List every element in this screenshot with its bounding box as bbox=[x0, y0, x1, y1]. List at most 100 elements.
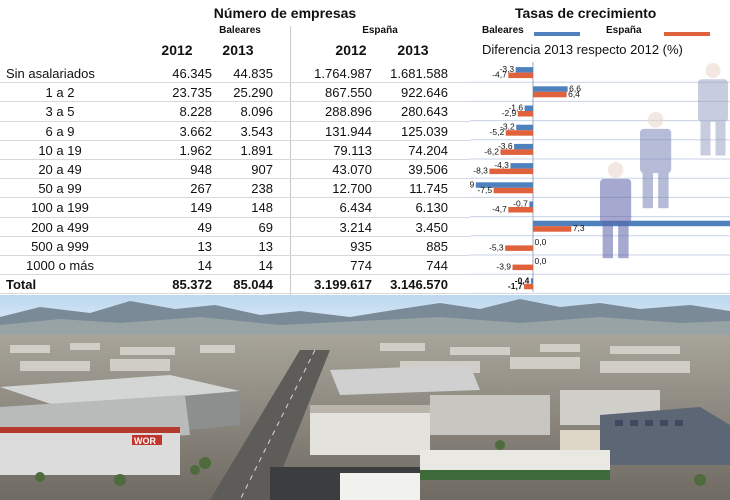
row-value: 149 bbox=[190, 200, 212, 216]
store-sign: WOR bbox=[134, 436, 156, 446]
companies-table: Número de empresas Baleares España 2012 … bbox=[0, 0, 470, 296]
row-value: 14 bbox=[197, 258, 212, 273]
row-value: 744 bbox=[426, 258, 448, 273]
bar-espana bbox=[508, 207, 533, 213]
group-header-baleares: Baleares bbox=[219, 25, 261, 36]
bar-baleares bbox=[515, 67, 533, 73]
table-title: Número de empresas bbox=[213, 5, 357, 21]
data-label-espana: -4,7 bbox=[492, 70, 507, 80]
data-label-espana: 6,4 bbox=[568, 89, 580, 99]
row-value: 3.450 bbox=[415, 219, 448, 235]
table-row: 100 a 199 149 148 6.434 6.130 bbox=[0, 198, 470, 217]
data-label-baleares: -3,2 bbox=[500, 122, 515, 132]
row-label: 500 a 999 bbox=[31, 238, 89, 254]
data-label-espana: -2,9 bbox=[502, 108, 517, 118]
row-value: 46.345 bbox=[172, 66, 212, 81]
businessman-illustration bbox=[640, 112, 672, 209]
row-divider bbox=[0, 293, 470, 295]
data-label-espana: 7,3 bbox=[573, 223, 585, 233]
row-divider bbox=[0, 216, 470, 218]
table-row: Sin asalariados 46.345 44.835 1.764.987 1.68… bbox=[0, 64, 470, 83]
data-label-espana: -6,2 bbox=[484, 146, 499, 156]
table-row: 1 a 2 23.735 25.290 867.550 922.646 bbox=[0, 83, 470, 102]
table-row: 1000 o más 14 14 774 744 bbox=[0, 256, 470, 275]
bar-baleares bbox=[510, 163, 533, 169]
bar-baleares bbox=[533, 220, 730, 227]
row-value: 238 bbox=[251, 181, 273, 197]
bar-baleares bbox=[516, 124, 533, 131]
column-divider bbox=[290, 26, 291, 296]
data-label-espana: -5,2 bbox=[490, 127, 505, 137]
bar-baleares bbox=[529, 201, 533, 207]
row-value: 948 bbox=[190, 162, 212, 177]
row-label: 1000 o más bbox=[26, 258, 94, 273]
row-value: 11.745 bbox=[409, 181, 448, 197]
chart-subtitle: Diferencia 2013 respecto 2012 (%) bbox=[482, 42, 683, 57]
bar-baleares bbox=[514, 143, 533, 150]
row-value: 43.070 bbox=[332, 162, 372, 177]
row-label: 100 a 199 bbox=[31, 200, 89, 216]
table-row: 200 a 499 49 69 3.214 3.450 bbox=[0, 218, 470, 237]
row-divider bbox=[0, 120, 470, 122]
year-header: 2013 bbox=[222, 42, 254, 58]
row-value: 3.214 bbox=[339, 219, 372, 235]
row-value: 1.764.987 bbox=[314, 66, 372, 81]
data-label-baleares: 6,6 bbox=[569, 83, 581, 93]
data-label-baleares: -3,3 bbox=[500, 64, 515, 74]
data-label-baleares: -1,6 bbox=[508, 103, 523, 113]
row-divider bbox=[0, 274, 470, 276]
bar-baleares bbox=[530, 278, 533, 284]
row-label: Sin asalariados bbox=[6, 66, 95, 81]
bar-espana bbox=[500, 149, 533, 155]
bar-espana bbox=[508, 72, 533, 79]
table-row: 50 a 99 267 238 12.700 11.745 bbox=[0, 179, 470, 198]
growth-chart: -3,3 -4,7 6,6 6,4 -1,6 -2,9 -3,2 -5,2 -3,6 -6,2 -4… bbox=[470, 0, 730, 295]
row-value: 1.681.588 bbox=[390, 66, 448, 81]
year-header: 2013 bbox=[397, 42, 429, 58]
row-value: 14 bbox=[258, 258, 273, 273]
bar-espana bbox=[533, 226, 572, 232]
row-value: 8.228 bbox=[179, 104, 212, 120]
growth-bar-chart: -3,3-4,7 6,66,4 -1,6-2,9 -3,2-5,2 -3,6-6,2 -4… bbox=[470, 62, 730, 294]
row-divider bbox=[0, 139, 470, 141]
row-value: 3.662 bbox=[179, 123, 212, 139]
row-value: 267 bbox=[190, 181, 212, 197]
legend-swatch-espana bbox=[664, 32, 710, 36]
data-label-baleares: -3,6 bbox=[498, 141, 513, 151]
row-value: 148 bbox=[251, 200, 273, 216]
row-value: 922.646 bbox=[401, 85, 448, 101]
bar-baleares bbox=[475, 182, 533, 188]
table-row: 3 a 5 8.228 8.096 288.896 280.643 bbox=[0, 102, 470, 121]
bar-espana bbox=[493, 187, 533, 194]
row-label: 10 a 19 bbox=[38, 142, 82, 158]
data-label-baleares: -4,3 bbox=[494, 160, 509, 170]
row-value: 3.146.570 bbox=[390, 277, 448, 293]
row-divider bbox=[0, 178, 470, 180]
row-label: 3 a 5 bbox=[45, 104, 75, 120]
data-label-espana: -5,3 bbox=[489, 242, 504, 252]
industrial-park-photo: WOR bbox=[0, 295, 730, 500]
bar-espana bbox=[505, 245, 533, 251]
row-value: 907 bbox=[251, 162, 273, 177]
data-label-baleares: 0,0 bbox=[535, 256, 547, 266]
row-divider bbox=[0, 255, 470, 256]
table-total-row: Total 85.372 85.044 3.199.617 3.146.570 bbox=[0, 275, 470, 294]
data-label-espana: -1,7 bbox=[508, 281, 523, 291]
row-value: 774 bbox=[350, 258, 372, 273]
row-value: 8.096 bbox=[240, 104, 273, 120]
bar-espana bbox=[489, 168, 533, 175]
row-value: 6.130 bbox=[415, 200, 448, 216]
row-value: 39.506 bbox=[408, 162, 448, 177]
row-label: 50 a 99 bbox=[38, 181, 82, 197]
year-header: 2012 bbox=[161, 42, 193, 58]
row-label: Total bbox=[6, 277, 37, 293]
row-divider bbox=[0, 197, 470, 199]
table-row: 6 a 9 3.662 3.543 131.944 125.039 bbox=[0, 122, 470, 141]
legend-swatch-baleares bbox=[534, 32, 580, 36]
data-label-baleares: 0,0 bbox=[535, 237, 547, 247]
row-value: 131.944 bbox=[325, 123, 372, 139]
row-value: 79.113 bbox=[333, 142, 372, 158]
row-value: 12.700 bbox=[332, 181, 372, 197]
row-value: 935 bbox=[350, 238, 372, 254]
